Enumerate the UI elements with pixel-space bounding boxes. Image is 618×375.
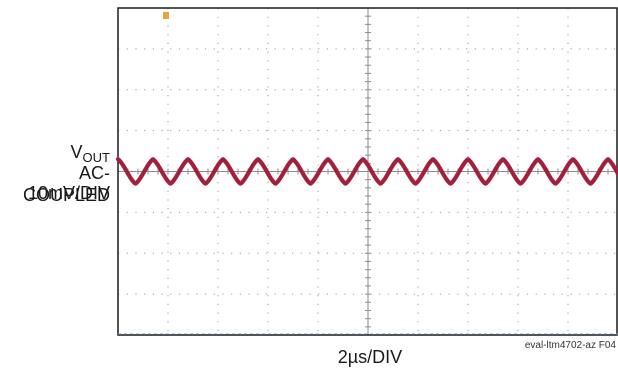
series-vout-trace [115,157,618,186]
y-label-scale: 10mV/DIV [27,183,110,203]
markers [118,12,618,335]
trace [115,157,618,186]
figure-id: eval-ltm4702-az F04 [524,340,616,351]
y-label-coupling: AC-COUPLED [22,163,110,205]
x-label-timebase: 2µs/DIV [337,347,403,367]
y-label-vout: VOUT [70,142,110,165]
trigger-marker [163,12,169,19]
axes [117,7,618,336]
